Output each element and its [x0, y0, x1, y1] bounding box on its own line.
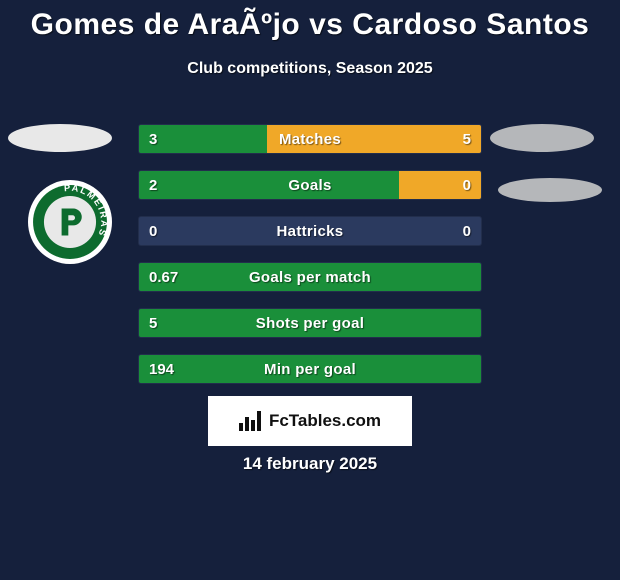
fctables-bars-icon — [239, 411, 263, 431]
infographic-date: 14 february 2025 — [0, 454, 620, 474]
player-left-avatar — [8, 124, 112, 152]
page-subtitle: Club competitions, Season 2025 — [0, 60, 620, 78]
source-logo: FcTables.com — [208, 396, 412, 446]
stat-label: Matches — [139, 125, 481, 153]
comparison-infographic: Gomes de AraÃºjo vs Cardoso Santos Club … — [0, 0, 620, 580]
stat-label: Min per goal — [139, 355, 481, 383]
stat-row: 20Goals — [138, 170, 482, 200]
palmeiras-badge-icon: PALMEIRAS — [28, 180, 112, 264]
player-right-avatar — [490, 124, 594, 152]
stat-label: Shots per goal — [139, 309, 481, 337]
player-right-club-avatar — [498, 178, 602, 202]
page-title: Gomes de AraÃºjo vs Cardoso Santos — [0, 0, 620, 42]
stat-label: Goals — [139, 171, 481, 199]
stat-row: 194Min per goal — [138, 354, 482, 384]
player-left-club-badge: PALMEIRAS — [28, 180, 112, 264]
stat-row: 00Hattricks — [138, 216, 482, 246]
stats-bars: 35Matches 20Goals 00Hattricks 0.67Goals per… — [138, 124, 482, 400]
stat-row: 0.67Goals per match — [138, 262, 482, 292]
stat-row: 5Shots per goal — [138, 308, 482, 338]
stat-label: Hattricks — [139, 217, 481, 245]
stat-row: 35Matches — [138, 124, 482, 154]
source-logo-text: FcTables.com — [269, 411, 381, 431]
stat-label: Goals per match — [139, 263, 481, 291]
